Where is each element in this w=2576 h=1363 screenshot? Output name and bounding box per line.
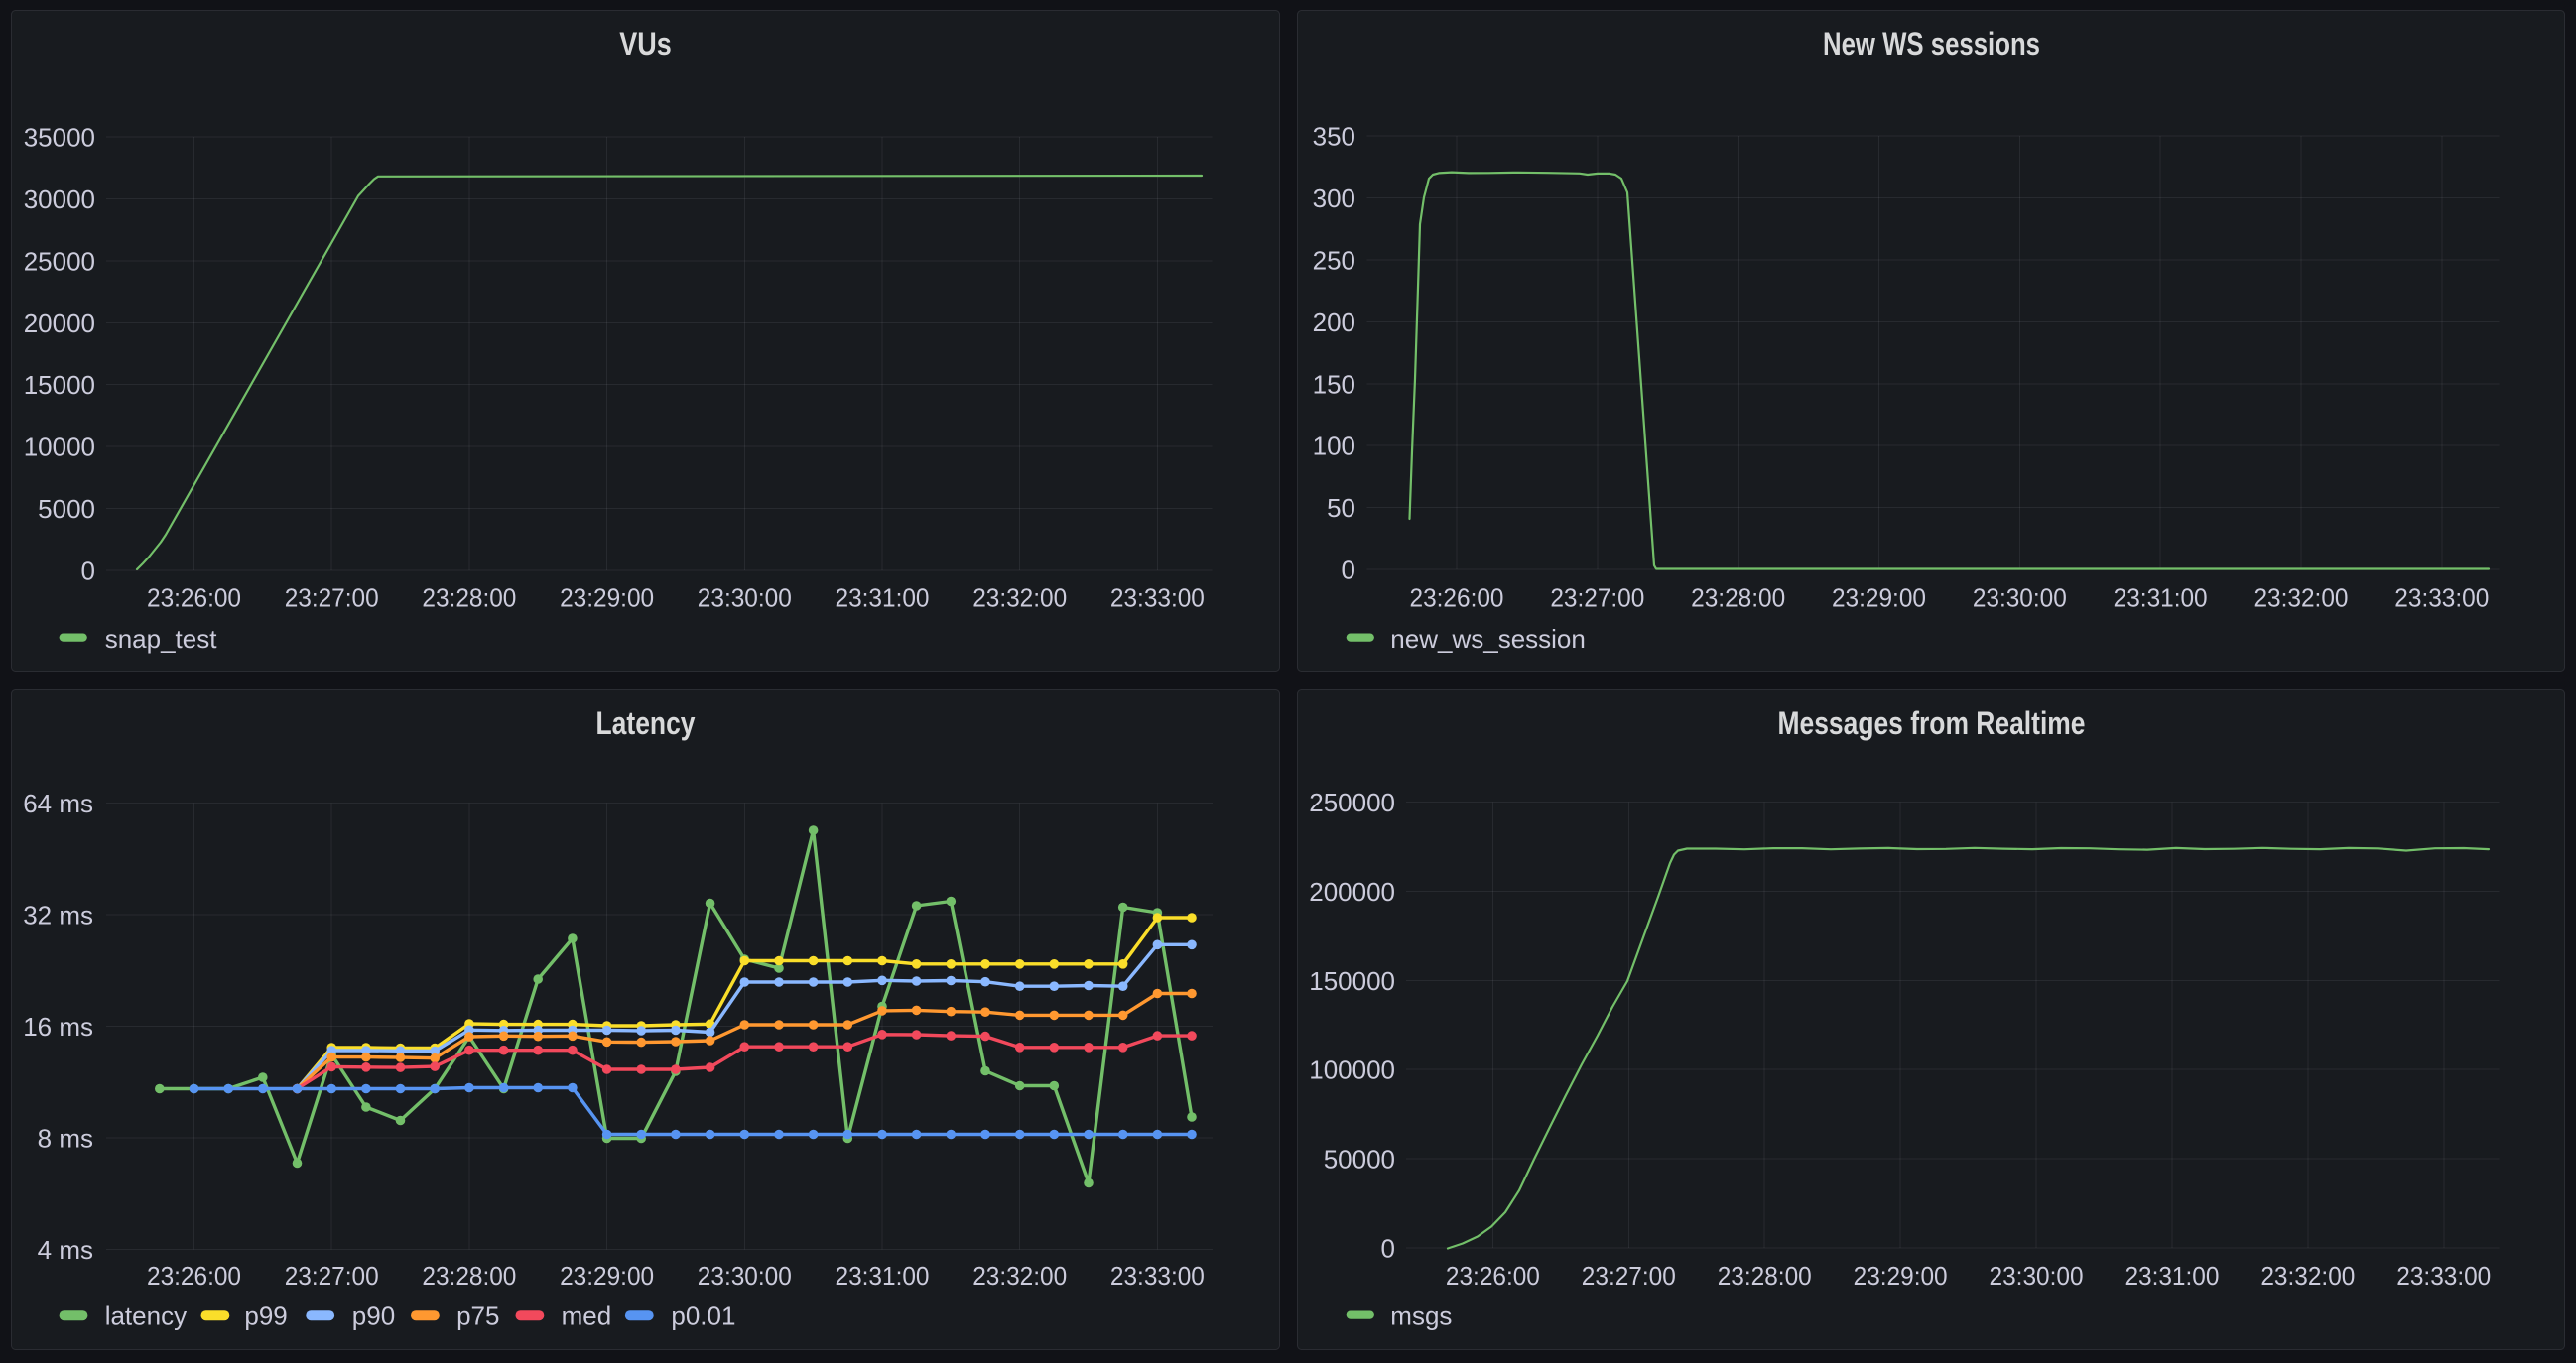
svg-text:23:31:00: 23:31:00 bbox=[836, 583, 930, 613]
svg-text:25000: 25000 bbox=[24, 246, 95, 276]
svg-text:23:28:00: 23:28:00 bbox=[422, 583, 516, 613]
svg-text:latency: latency bbox=[105, 1301, 187, 1331]
svg-text:23:33:00: 23:33:00 bbox=[2394, 583, 2489, 613]
svg-text:350: 350 bbox=[1313, 122, 1355, 152]
svg-text:23:26:00: 23:26:00 bbox=[1410, 583, 1504, 613]
svg-text:23:31:00: 23:31:00 bbox=[2125, 1261, 2219, 1291]
svg-text:8 ms: 8 ms bbox=[38, 1124, 93, 1154]
svg-text:23:26:00: 23:26:00 bbox=[1446, 1261, 1540, 1291]
svg-text:4 ms: 4 ms bbox=[38, 1235, 93, 1265]
svg-text:200: 200 bbox=[1313, 308, 1355, 337]
svg-text:new_ws_session: new_ws_session bbox=[1390, 624, 1586, 654]
svg-text:msgs: msgs bbox=[1390, 1301, 1452, 1331]
svg-text:23:27:00: 23:27:00 bbox=[285, 1261, 379, 1291]
svg-text:23:29:00: 23:29:00 bbox=[1854, 1261, 1948, 1291]
svg-text:16 ms: 16 ms bbox=[23, 1012, 93, 1042]
svg-text:23:30:00: 23:30:00 bbox=[698, 1261, 792, 1291]
svg-text:Latency: Latency bbox=[596, 705, 696, 741]
svg-text:5000: 5000 bbox=[38, 494, 95, 524]
svg-text:200000: 200000 bbox=[1309, 877, 1395, 907]
svg-text:0: 0 bbox=[81, 557, 95, 586]
svg-text:p90: p90 bbox=[352, 1301, 395, 1331]
svg-text:250: 250 bbox=[1313, 246, 1355, 276]
svg-text:0: 0 bbox=[1342, 556, 1355, 585]
svg-text:23:32:00: 23:32:00 bbox=[2254, 583, 2348, 613]
svg-text:150: 150 bbox=[1313, 369, 1355, 399]
svg-text:23:32:00: 23:32:00 bbox=[972, 583, 1067, 613]
svg-text:p99: p99 bbox=[244, 1301, 287, 1331]
svg-text:32 ms: 32 ms bbox=[23, 901, 93, 930]
svg-text:64 ms: 64 ms bbox=[23, 789, 93, 818]
svg-text:23:29:00: 23:29:00 bbox=[560, 583, 654, 613]
svg-text:23:33:00: 23:33:00 bbox=[2396, 1261, 2491, 1291]
svg-text:15000: 15000 bbox=[24, 370, 95, 400]
svg-text:150000: 150000 bbox=[1309, 966, 1395, 996]
svg-text:50: 50 bbox=[1327, 493, 1355, 523]
svg-text:23:28:00: 23:28:00 bbox=[1718, 1261, 1812, 1291]
svg-text:23:30:00: 23:30:00 bbox=[1990, 1261, 2084, 1291]
svg-text:Messages from Realtime: Messages from Realtime bbox=[1778, 705, 2086, 741]
svg-text:10000: 10000 bbox=[24, 433, 95, 462]
svg-text:20000: 20000 bbox=[24, 309, 95, 338]
svg-text:23:27:00: 23:27:00 bbox=[1582, 1261, 1676, 1291]
svg-text:New WS sessions: New WS sessions bbox=[1823, 26, 2040, 62]
svg-text:23:33:00: 23:33:00 bbox=[1110, 583, 1205, 613]
svg-text:23:32:00: 23:32:00 bbox=[2260, 1261, 2355, 1291]
svg-text:23:31:00: 23:31:00 bbox=[836, 1261, 930, 1291]
svg-text:23:26:00: 23:26:00 bbox=[147, 1261, 241, 1291]
svg-text:100000: 100000 bbox=[1309, 1055, 1395, 1085]
svg-text:23:33:00: 23:33:00 bbox=[1110, 1261, 1205, 1291]
svg-text:23:30:00: 23:30:00 bbox=[698, 583, 792, 613]
svg-text:23:26:00: 23:26:00 bbox=[147, 583, 241, 613]
svg-text:23:28:00: 23:28:00 bbox=[1691, 583, 1785, 613]
svg-text:0: 0 bbox=[1381, 1234, 1395, 1264]
svg-text:23:32:00: 23:32:00 bbox=[972, 1261, 1067, 1291]
svg-text:med: med bbox=[562, 1301, 612, 1331]
svg-text:50000: 50000 bbox=[1324, 1145, 1395, 1175]
svg-text:23:31:00: 23:31:00 bbox=[2114, 583, 2208, 613]
svg-text:100: 100 bbox=[1313, 432, 1355, 461]
svg-text:p0.01: p0.01 bbox=[671, 1301, 735, 1331]
svg-text:VUs: VUs bbox=[619, 26, 672, 62]
svg-text:300: 300 bbox=[1313, 184, 1355, 213]
svg-text:23:27:00: 23:27:00 bbox=[285, 583, 379, 613]
svg-text:23:27:00: 23:27:00 bbox=[1550, 583, 1644, 613]
svg-text:23:30:00: 23:30:00 bbox=[1973, 583, 2067, 613]
svg-text:30000: 30000 bbox=[24, 185, 95, 214]
svg-text:snap_test: snap_test bbox=[105, 624, 218, 654]
svg-text:250000: 250000 bbox=[1309, 788, 1395, 817]
svg-text:35000: 35000 bbox=[24, 123, 95, 153]
svg-text:23:29:00: 23:29:00 bbox=[1832, 583, 1926, 613]
svg-text:23:29:00: 23:29:00 bbox=[560, 1261, 654, 1291]
svg-text:23:28:00: 23:28:00 bbox=[422, 1261, 516, 1291]
svg-text:p75: p75 bbox=[456, 1301, 499, 1331]
